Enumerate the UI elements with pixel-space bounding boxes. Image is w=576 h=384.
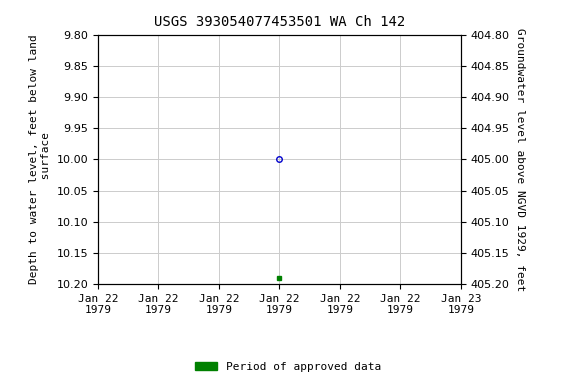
Y-axis label: Depth to water level, feet below land
 surface: Depth to water level, feet below land su… — [29, 35, 51, 284]
Legend: Period of approved data: Period of approved data — [191, 358, 385, 377]
Y-axis label: Groundwater level above NGVD 1929, feet: Groundwater level above NGVD 1929, feet — [515, 28, 525, 291]
Title: USGS 393054077453501 WA Ch 142: USGS 393054077453501 WA Ch 142 — [154, 15, 405, 29]
